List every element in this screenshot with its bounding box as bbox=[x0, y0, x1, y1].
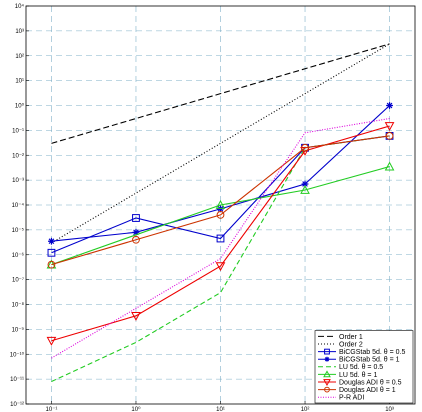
series-line bbox=[51, 43, 390, 144]
legend-label: Order 2 bbox=[339, 341, 363, 348]
data-point bbox=[132, 214, 140, 222]
y-tick-label: 10⁻⁶ bbox=[12, 252, 25, 259]
legend-marker bbox=[324, 356, 330, 362]
legend-label: BiCGStab 5d. θ = 0.5 bbox=[339, 349, 405, 356]
legend-marker bbox=[324, 386, 330, 393]
data-point bbox=[216, 234, 225, 243]
x-tick-label: 10³ bbox=[385, 407, 394, 412]
y-tick-label: 10³ bbox=[15, 29, 24, 35]
data-point bbox=[48, 237, 55, 245]
series-layer bbox=[46, 43, 395, 383]
x-tick-label: 10² bbox=[301, 407, 310, 412]
y-tick-label: 10⁰ bbox=[15, 103, 25, 110]
x-tick-label: 10¹ bbox=[216, 407, 225, 412]
x-tick-label: 10⁰ bbox=[131, 406, 141, 412]
series-line bbox=[51, 166, 390, 266]
data-point bbox=[215, 262, 226, 272]
data-point bbox=[47, 248, 56, 257]
legend-label: Douglas ADI θ = 0.5 bbox=[339, 379, 402, 386]
series-line bbox=[51, 125, 390, 342]
y-tick-label: 10⁻⁷ bbox=[12, 277, 24, 284]
y-tick-label: 10⁴ bbox=[15, 3, 25, 10]
data-point bbox=[216, 210, 225, 219]
legend-box bbox=[314, 330, 414, 404]
data-point bbox=[384, 122, 395, 132]
series-line bbox=[51, 117, 390, 359]
y-tick-label: 10⁻¹⁰ bbox=[10, 351, 25, 358]
data-point bbox=[300, 184, 310, 194]
plot-frame bbox=[25, 5, 416, 405]
data-point bbox=[386, 102, 393, 109]
data-point bbox=[384, 161, 395, 171]
legend-label: Order 1 bbox=[339, 334, 363, 341]
y-tick-label: 10⁻¹ bbox=[12, 128, 24, 134]
data-point bbox=[131, 311, 141, 321]
y-tick-label: 10⁻⁸ bbox=[12, 302, 25, 309]
y-tick-label: 10⁻⁴ bbox=[12, 202, 25, 209]
legend-label: P-R ADI bbox=[339, 395, 364, 402]
series-7 bbox=[47, 131, 394, 269]
y-tick-label: 10⁻⁵ bbox=[12, 227, 25, 234]
y-tick-label: 10¹ bbox=[15, 79, 24, 85]
series-line bbox=[51, 135, 390, 266]
data-point bbox=[46, 336, 57, 346]
y-tick-label: 10⁻¹² bbox=[10, 402, 24, 408]
x-axis: 10⁻¹ 10⁰ 10¹ 10² 10³ bbox=[46, 401, 394, 412]
x-tick-label: 10⁻¹ bbox=[46, 407, 58, 412]
legend-label: LU 5d. θ = 1 bbox=[339, 372, 377, 379]
legend-marker bbox=[324, 348, 330, 355]
y-tick-label: 10⁻⁹ bbox=[12, 326, 25, 333]
y-tick-label: 10⁻² bbox=[12, 153, 24, 159]
legend-marker bbox=[323, 379, 331, 387]
series-0 bbox=[51, 43, 390, 144]
data-point bbox=[47, 260, 56, 269]
legend-label: Douglas ADI θ = 1 bbox=[339, 387, 396, 394]
legend-label: BiCGStab 5d. θ = 1 bbox=[339, 357, 400, 364]
legend-marker bbox=[323, 370, 331, 378]
y-tick-label: 10⁻¹¹ bbox=[10, 377, 24, 383]
series-8 bbox=[51, 117, 390, 359]
data-point bbox=[301, 180, 309, 188]
data-point bbox=[132, 228, 140, 236]
data-point bbox=[385, 131, 394, 140]
data-point bbox=[215, 199, 226, 209]
data-point bbox=[301, 143, 309, 152]
y-tick-label: 10² bbox=[15, 54, 24, 60]
legend-label: LU 5d. θ = 0.5 bbox=[339, 364, 383, 371]
data-point bbox=[132, 235, 140, 244]
y-tick-label: 10⁻³ bbox=[12, 178, 24, 184]
